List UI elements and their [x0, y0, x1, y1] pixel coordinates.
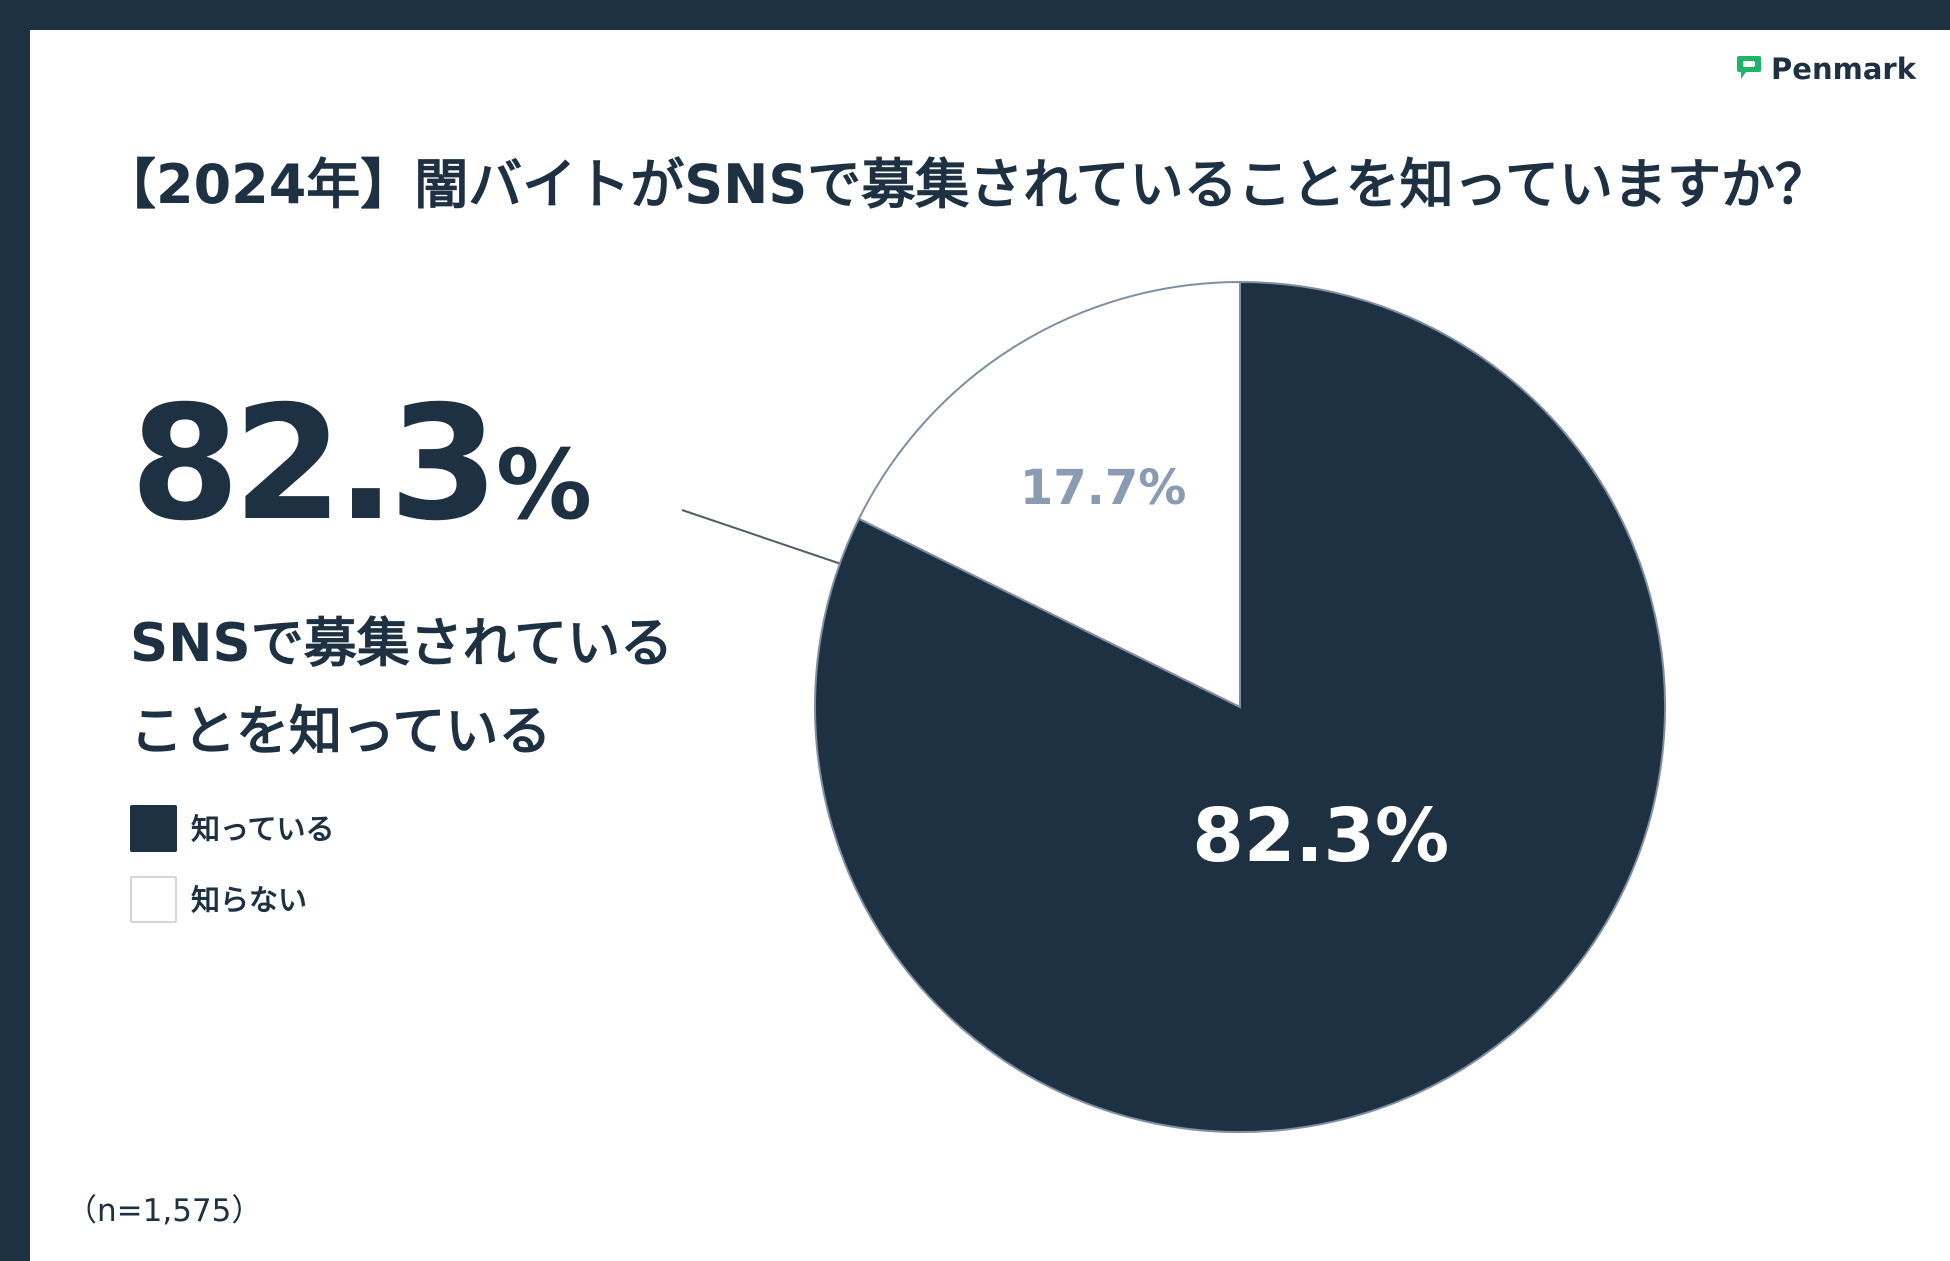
- highlight-number: 82.3: [130, 372, 499, 556]
- highlight-caption-line-1: SNSで募集されている: [130, 613, 674, 674]
- highlight-caption-line-2: ことを知っている: [130, 701, 552, 762]
- infographic-card: Penmark 【2024年】闇バイトがSNSで募集されていることを知っています…: [30, 30, 1950, 1261]
- pie-slices: [814, 280, 1666, 1133]
- highlight-percent-symbol: %: [495, 429, 593, 541]
- slice-label-know: 82.3%: [1192, 793, 1449, 879]
- penmark-logo: Penmark: [1735, 52, 1916, 86]
- pie-slice-dont-know: [857, 280, 1241, 709]
- speech-bubble-icon: [1737, 56, 1762, 79]
- legend-swatch-dont-know: [130, 876, 177, 923]
- legend-item-know: 知っている: [130, 805, 335, 876]
- highlight-caption: SNSで募集されている ことを知っている: [130, 600, 673, 776]
- page-title: 【2024年】闇バイトがSNSで募集されていることを知っていますか？: [102, 153, 1829, 216]
- highlight-percent: 82.3%: [130, 385, 592, 543]
- sample-size-note: （n=1,575）: [66, 1193, 263, 1229]
- highlight-leader-line: [681, 509, 851, 568]
- chart-legend: 知っている 知らない: [130, 805, 335, 947]
- legend-item-dont-know: 知らない: [130, 876, 335, 947]
- legend-swatch-know: [130, 805, 177, 852]
- legend-label-dont-know: 知らない: [191, 883, 308, 917]
- legend-label-know: 知っている: [191, 812, 335, 846]
- pie-chart: 82.3% 17.7%: [681, 280, 1666, 1133]
- slice-label-dont-know: 17.7%: [1020, 460, 1187, 516]
- brand-name: Penmark: [1771, 52, 1916, 86]
